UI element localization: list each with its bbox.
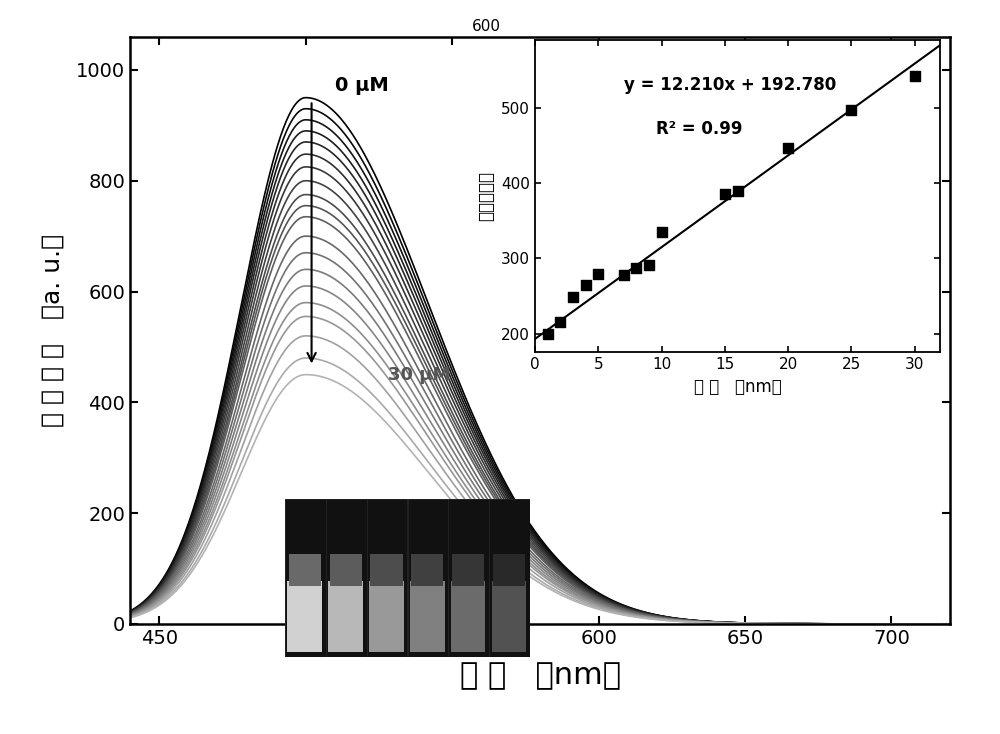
Text: R² = 0.99: R² = 0.99 xyxy=(656,120,743,138)
Bar xyxy=(493,554,525,586)
Point xyxy=(552,316,568,327)
Point xyxy=(717,188,733,200)
Point xyxy=(616,269,632,281)
Point xyxy=(780,142,796,153)
Point xyxy=(641,259,657,271)
X-axis label: 波 长   （nm）: 波 长 （nm） xyxy=(460,661,620,691)
Bar xyxy=(369,581,404,653)
Bar xyxy=(285,499,326,657)
Bar xyxy=(492,581,526,653)
Point xyxy=(654,226,670,238)
Point xyxy=(730,186,746,197)
Bar xyxy=(330,554,362,586)
Bar xyxy=(451,581,485,653)
Text: y = 12.210x + 192.780: y = 12.210x + 192.780 xyxy=(624,76,836,94)
Bar xyxy=(370,554,403,586)
Bar xyxy=(287,581,322,653)
Point xyxy=(590,268,606,280)
Point xyxy=(578,279,594,291)
Bar xyxy=(452,554,484,586)
Bar xyxy=(410,581,445,653)
Bar xyxy=(489,499,530,657)
Bar xyxy=(411,554,443,586)
Bar xyxy=(328,581,363,653)
Point xyxy=(907,70,923,82)
Point xyxy=(540,328,556,340)
Bar xyxy=(408,499,448,657)
Bar xyxy=(367,499,408,657)
Point xyxy=(843,103,859,115)
Bar xyxy=(289,554,321,586)
Text: 30 μM: 30 μM xyxy=(388,366,450,384)
Point xyxy=(628,262,644,274)
Bar xyxy=(326,499,367,657)
X-axis label: 波 长   （nm）: 波 长 （nm） xyxy=(694,378,781,396)
Y-axis label: 荽 光 强 度   （a. u.）: 荽 光 强 度 （a. u.） xyxy=(41,233,65,427)
Text: 600: 600 xyxy=(472,19,501,34)
Bar xyxy=(448,499,489,657)
Text: 0 μM: 0 μM xyxy=(335,76,389,95)
Y-axis label: 荽光强度差: 荽光强度差 xyxy=(478,171,496,222)
Point xyxy=(565,291,581,302)
